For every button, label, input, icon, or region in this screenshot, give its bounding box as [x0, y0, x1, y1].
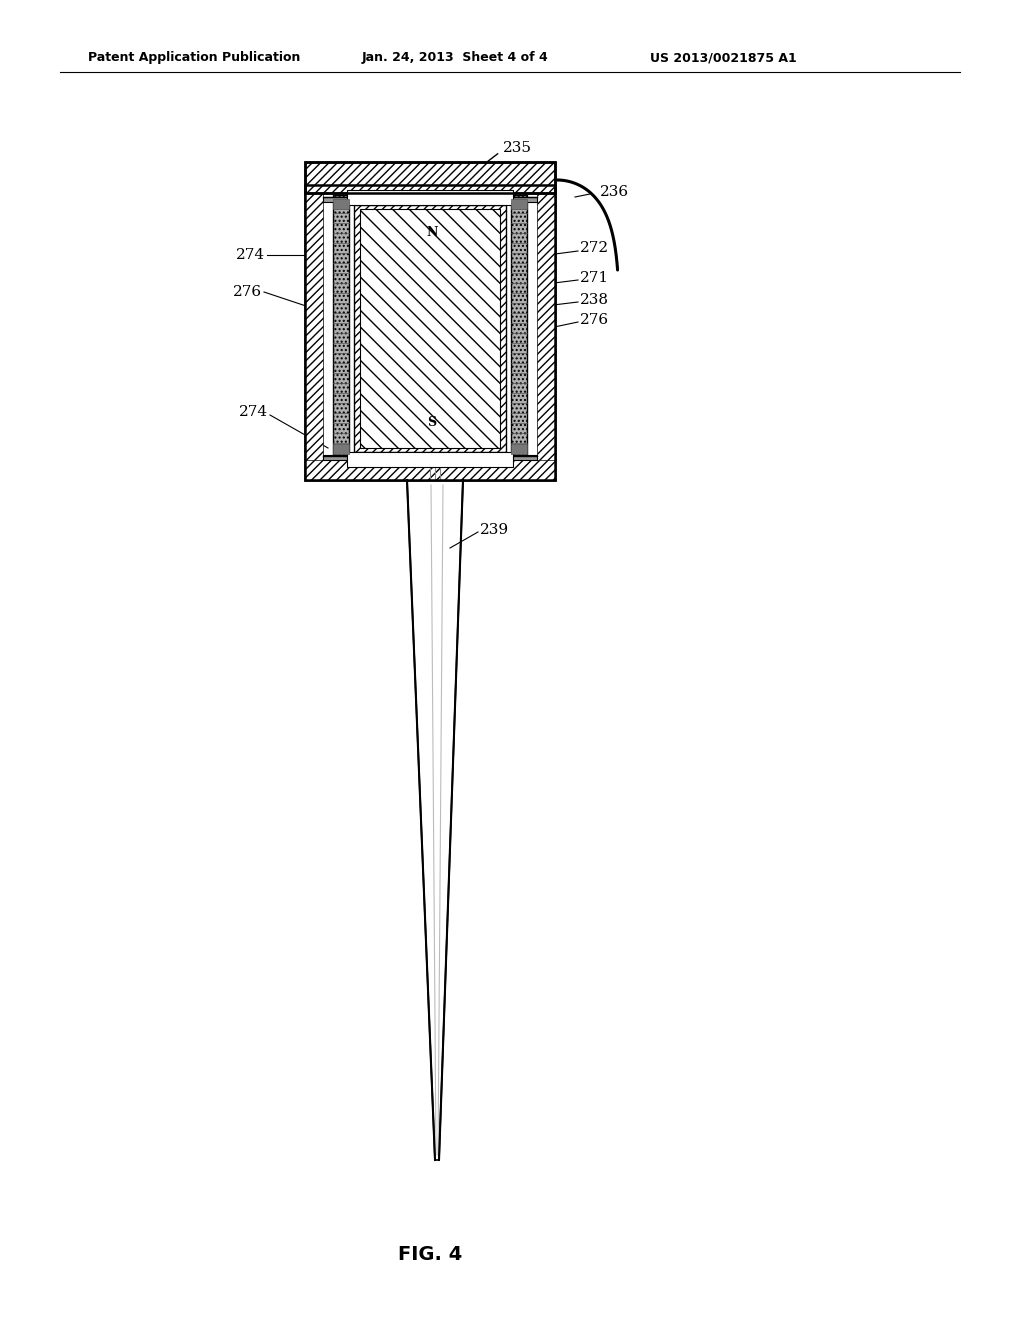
Text: 276: 276 [580, 313, 609, 327]
Bar [305, 459, 555, 480]
Bar [323, 455, 537, 459]
Bar [333, 199, 349, 209]
Bar [511, 195, 527, 458]
Bar [347, 190, 513, 205]
Bar [305, 185, 555, 480]
Text: 239: 239 [480, 523, 509, 537]
Text: 276: 276 [232, 285, 262, 300]
Bar [354, 205, 506, 451]
Text: S: S [427, 416, 436, 429]
Bar [333, 195, 349, 458]
Bar [305, 185, 555, 480]
Text: 238: 238 [580, 293, 609, 308]
Bar [305, 162, 555, 193]
Bar [511, 444, 527, 454]
Text: US 2013/0021875 A1: US 2013/0021875 A1 [650, 51, 797, 65]
Text: 236: 236 [600, 185, 629, 199]
Text: Patent Application Publication: Patent Application Publication [88, 51, 300, 65]
Bar [323, 197, 537, 202]
Bar [347, 451, 513, 467]
Text: N: N [426, 227, 437, 239]
Text: FIG. 4: FIG. 4 [398, 1246, 462, 1265]
Bar [333, 444, 349, 454]
Bar [305, 185, 323, 480]
Text: 274: 274 [239, 405, 268, 418]
Polygon shape [407, 480, 463, 1160]
Bar [537, 185, 555, 480]
Text: 235: 235 [503, 141, 532, 154]
Bar [511, 199, 527, 209]
Text: Jan. 24, 2013  Sheet 4 of 4: Jan. 24, 2013 Sheet 4 of 4 [362, 51, 549, 65]
Text: 272: 272 [580, 242, 609, 255]
Bar [360, 209, 500, 447]
Text: 271: 271 [580, 271, 609, 285]
Text: 274: 274 [236, 248, 265, 261]
Bar [305, 162, 555, 193]
